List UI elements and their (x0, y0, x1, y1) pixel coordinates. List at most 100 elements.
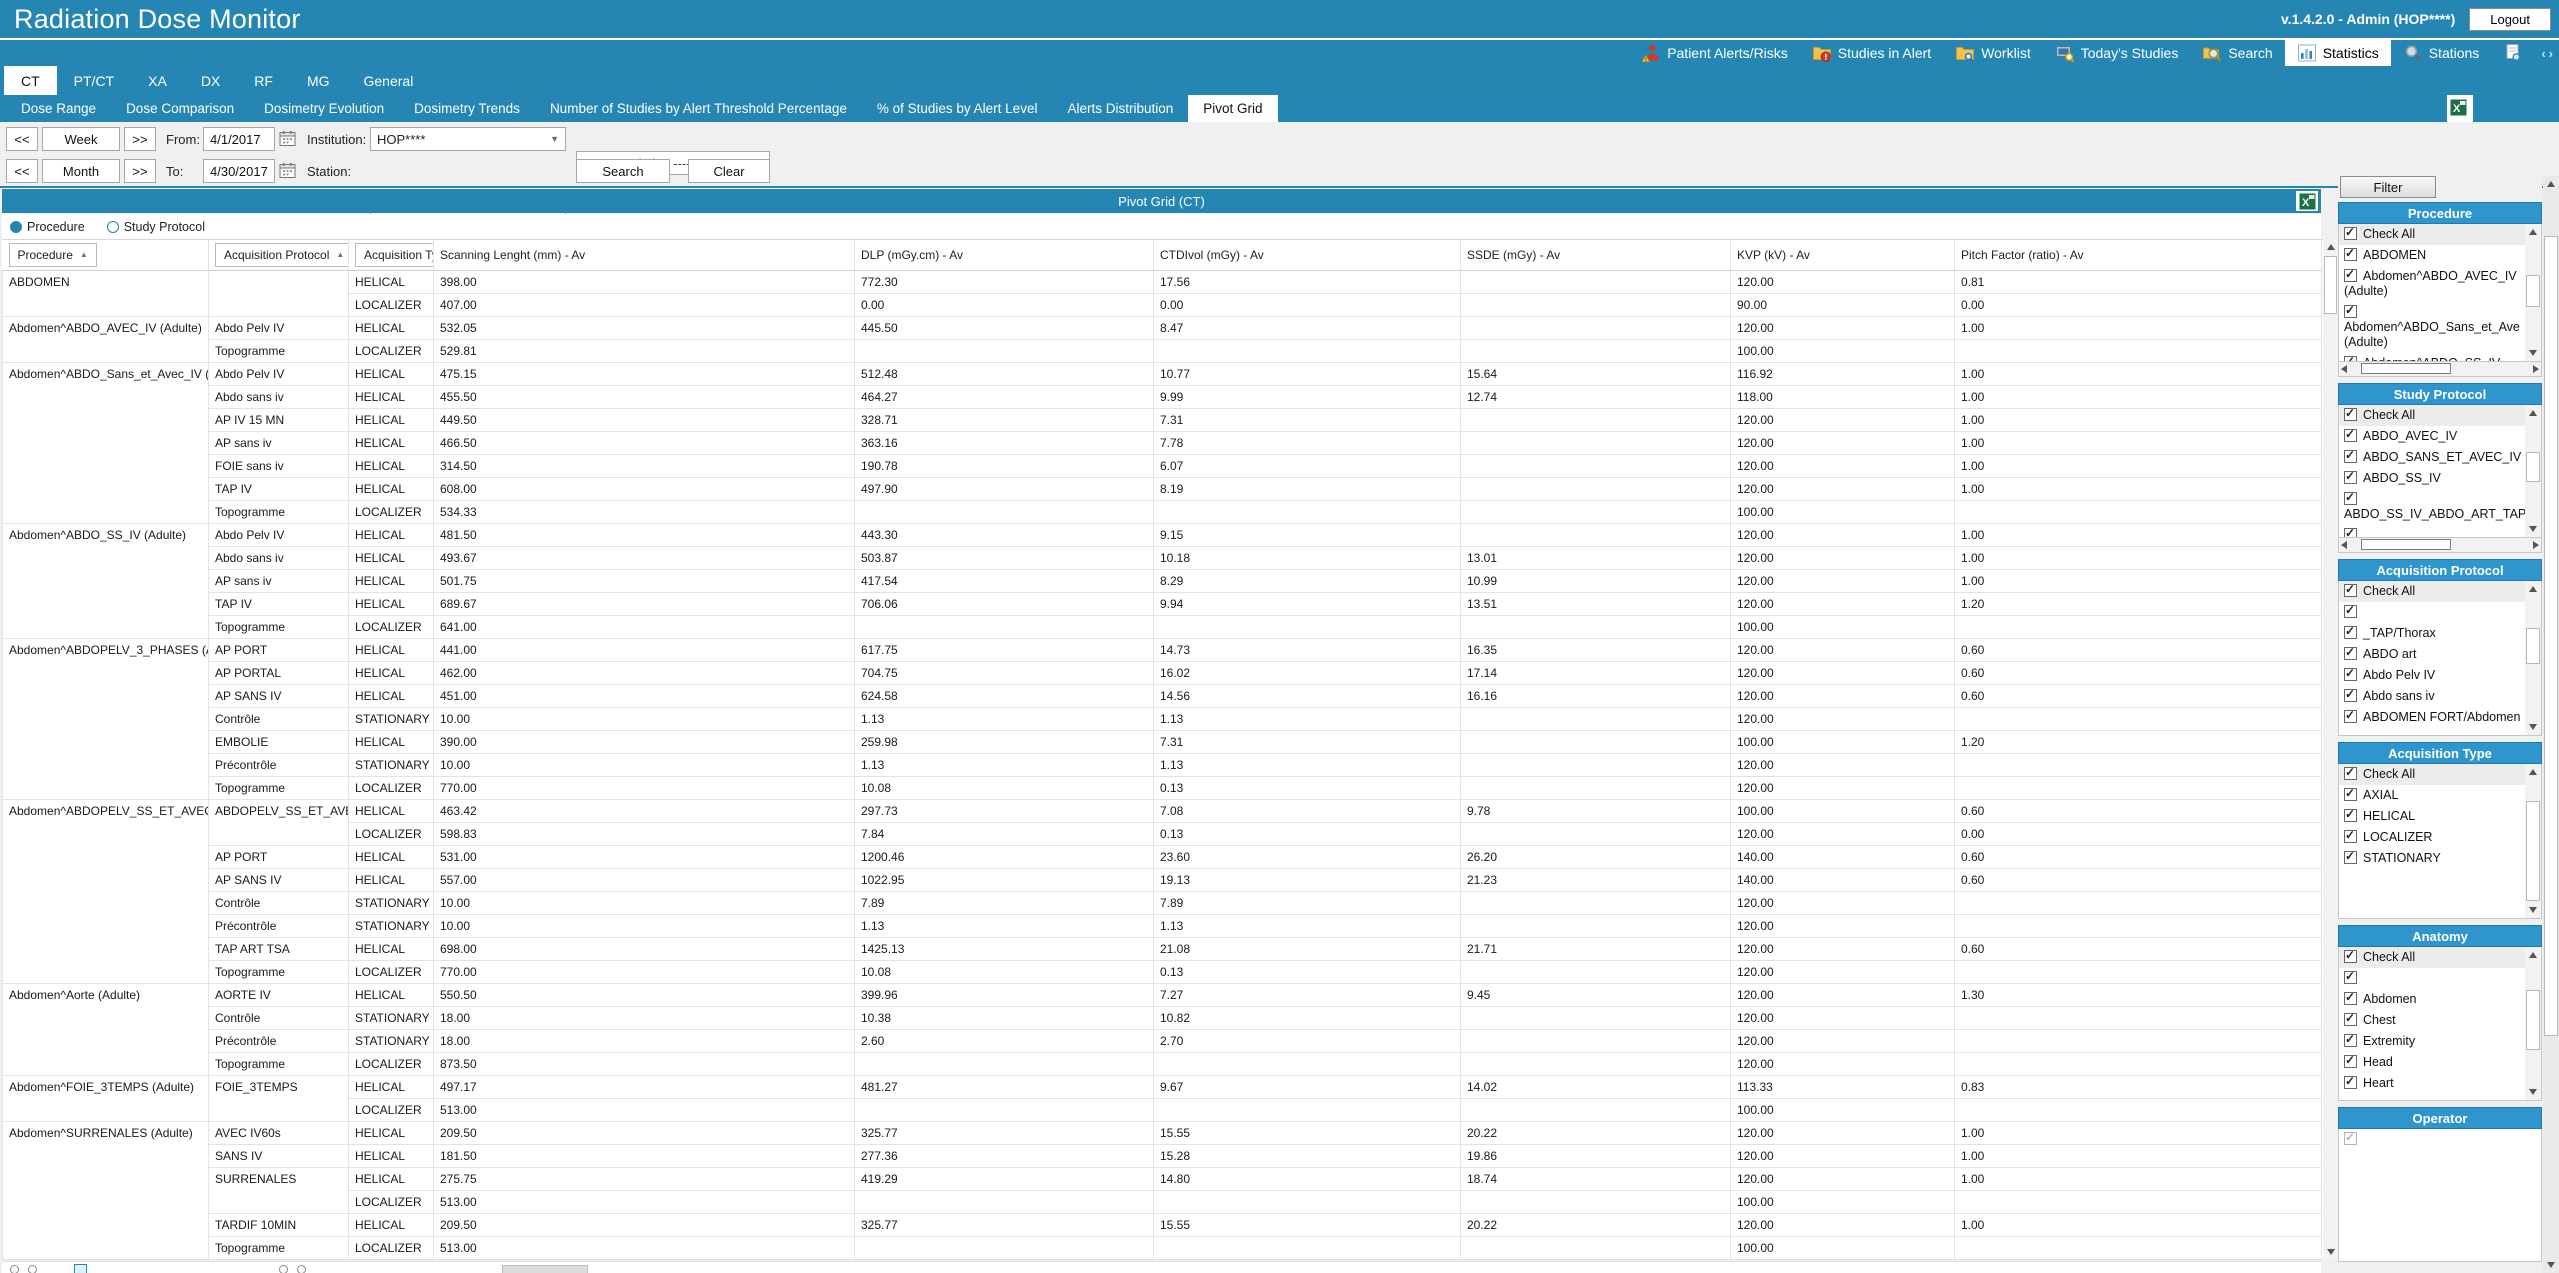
prev-week-button[interactable]: << (6, 127, 38, 151)
checkbox-checked-icon[interactable]: ✓ (2344, 528, 2357, 537)
scroll-down-icon[interactable] (2525, 719, 2541, 735)
subtab-dosimetry-trends[interactable]: Dosimetry Trends (399, 95, 535, 122)
scroll-down-icon[interactable] (2525, 345, 2541, 361)
tab-rf[interactable]: RF (237, 66, 290, 95)
radio-unselected-icon[interactable] (28, 1265, 37, 1273)
checkbox-checked-icon[interactable]: ✓ (2344, 584, 2357, 597)
checkbox-checked-icon[interactable]: ✓ (2344, 767, 2357, 780)
checkbox-checked-icon[interactable]: ✓ (2344, 689, 2357, 702)
to-calendar-icon[interactable] (279, 162, 299, 186)
filter-item-check-all[interactable]: ✓Check All (2339, 224, 2525, 245)
table-row[interactable]: Abdomen^ABDO_SS_IV (Adulte)Abdo Pelv IVH… (3, 523, 2322, 546)
checkbox-checked-icon[interactable]: ✓ (2344, 851, 2357, 864)
filter-item-blank[interactable]: ✓ (2339, 1129, 2541, 1150)
subtab-dose-range[interactable]: Dose Range (6, 95, 111, 122)
checkbox-checked-icon[interactable]: ✓ (2344, 809, 2357, 822)
radio-unselected-icon[interactable] (297, 1265, 306, 1273)
radio-unselected-icon[interactable] (279, 1265, 288, 1273)
checkbox-checked-icon[interactable]: ✓ (2344, 1132, 2357, 1145)
scroll-up-icon[interactable] (2525, 405, 2541, 421)
month-button[interactable]: Month (42, 159, 120, 183)
scroll-left-icon[interactable] (2341, 365, 2347, 373)
radio-study-protocol[interactable]: Study Protocol (107, 220, 205, 234)
table-row[interactable]: TAP IVHELICAL608.00497.908.19120.001.00 (3, 477, 2322, 500)
table-row[interactable]: Abdomen^FOIE_3TEMPS (Adulte)FOIE_3TEMPSH… (3, 1075, 2322, 1098)
filter-item-check-all[interactable]: ✓Check All (2339, 405, 2525, 426)
table-vertical-scrollbar[interactable] (2323, 239, 2338, 1260)
section-vertical-scrollbar[interactable] (2525, 764, 2541, 918)
tab-xa[interactable]: XA (131, 66, 184, 95)
scroll-down-icon[interactable] (2525, 902, 2541, 918)
table-row[interactable]: PrécontrôleSTATIONARY10.001.131.13120.00 (3, 914, 2322, 937)
filter-item-blank[interactable]: ✓ (2339, 968, 2525, 989)
scrollbar-thumb[interactable] (2526, 452, 2540, 482)
scroll-up-icon[interactable] (2525, 581, 2541, 597)
table-row[interactable]: TopogrammeLOCALIZER513.00100.00 (3, 1236, 2322, 1259)
checkbox-checked-icon[interactable]: ✓ (2344, 492, 2357, 505)
table-row[interactable]: TAP ART TSAHELICAL698.001425.1321.0821.7… (3, 937, 2322, 960)
column-header-procedure[interactable]: Procedure▲ (3, 240, 209, 270)
filter-item-abdo-avec-iv[interactable]: ✓ABDO_AVEC_IV (2339, 426, 2525, 447)
scroll-up-icon[interactable] (2525, 224, 2541, 240)
table-row[interactable]: Abdo sans ivHELICAL455.50464.279.9912.74… (3, 385, 2322, 408)
checkbox-checked-icon[interactable]: ✓ (2344, 471, 2357, 484)
scrollbar-thumb[interactable] (2526, 275, 2540, 307)
section-vertical-scrollbar[interactable] (2525, 405, 2541, 537)
checkbox-checked-icon[interactable]: ✓ (2344, 269, 2357, 282)
checkbox-checked-icon[interactable]: ✓ (2344, 992, 2357, 1005)
table-row[interactable]: EMBOLIEHELICAL390.00259.987.31100.001.20 (3, 730, 2322, 753)
checkbox-checked-icon[interactable]: ✓ (2344, 971, 2357, 984)
checkbox-checked-icon[interactable]: ✓ (2344, 429, 2357, 442)
table-row[interactable]: Abdo sans ivHELICAL493.67503.8710.1813.0… (3, 546, 2322, 569)
table-row[interactable]: AP sans ivHELICAL501.75417.548.2910.9912… (3, 569, 2322, 592)
scrollbar-thumb[interactable] (2544, 236, 2558, 1036)
checkbox-checked-icon[interactable]: ✓ (2344, 1076, 2357, 1089)
tab-general[interactable]: General (347, 66, 431, 95)
filter-item-localizer[interactable]: ✓LOCALIZER (2339, 827, 2525, 848)
grid-icon[interactable] (74, 1264, 87, 1273)
checkbox-checked-icon[interactable]: ✓ (2344, 1055, 2357, 1068)
filter-item-blank[interactable]: ✓ (2339, 602, 2525, 623)
filter-item-abdo-sans-et-avec-iv[interactable]: ✓ABDO_SANS_ET_AVEC_IV (2339, 447, 2525, 468)
table-row[interactable]: Abdomen^ABDOPELV_3_PHASES (Adulte)AP POR… (3, 638, 2322, 661)
scrollbar-thumb[interactable] (2526, 990, 2540, 1050)
table-row[interactable]: AP sans ivHELICAL466.50363.167.78120.001… (3, 431, 2322, 454)
prev-month-button[interactable]: << (6, 159, 38, 183)
tab-mg[interactable]: MG (290, 66, 347, 95)
checkbox-checked-icon[interactable]: ✓ (2344, 227, 2357, 240)
table-row[interactable]: TAP IVHELICAL689.67706.069.9413.51120.00… (3, 592, 2322, 615)
table-row[interactable]: ContrôleSTATIONARY10.001.131.13120.00 (3, 707, 2322, 730)
table-row[interactable]: TopogrammeLOCALIZER529.81100.00 (3, 339, 2322, 362)
filter-item-axial[interactable]: ✓AXIAL (2339, 785, 2525, 806)
scroll-down-icon[interactable] (2525, 521, 2541, 537)
checkbox-checked-icon[interactable]: ✓ (2344, 626, 2357, 639)
subtab-dose-comparison[interactable]: Dose Comparison (111, 95, 249, 122)
scroll-right-icon[interactable] (2533, 541, 2539, 549)
scrollbar-thumb[interactable] (2526, 801, 2540, 901)
column-header-acquisition-type[interactable]: Acquisition Type▲ (349, 240, 434, 270)
table-row[interactable]: TopogrammeLOCALIZER641.00100.00 (3, 615, 2322, 638)
scroll-right-icon[interactable] (2533, 365, 2539, 373)
tab-dx[interactable]: DX (184, 66, 237, 95)
subtab-pivot-grid[interactable]: Pivot Grid (1188, 95, 1277, 122)
scrollbar-thumb[interactable] (2324, 256, 2337, 314)
table-row[interactable]: AP IV 15 MNHELICAL449.50328.717.31120.00… (3, 408, 2322, 431)
scroll-up-icon[interactable] (2323, 239, 2338, 255)
toolbar-scroll-left-icon[interactable]: ‹ (2541, 46, 2545, 61)
radio-procedure[interactable]: Procedure (10, 220, 85, 234)
table-row[interactable]: SURRENALESHELICAL275.75419.2914.8018.741… (3, 1167, 2322, 1190)
filter-item-helical[interactable]: ✓HELICAL (2339, 806, 2525, 827)
table-row[interactable]: TopogrammeLOCALIZER873.50120.00 (3, 1052, 2322, 1075)
scroll-down-icon[interactable] (2543, 1257, 2559, 1273)
from-date-input[interactable]: 4/1/2017 (203, 127, 275, 151)
toolbar-scroll-right-icon[interactable]: › (2549, 46, 2553, 61)
checkbox-checked-icon[interactable]: ✓ (2344, 710, 2357, 723)
table-row[interactable]: TopogrammeLOCALIZER534.33100.00 (3, 500, 2322, 523)
search-button[interactable]: Search (576, 159, 670, 183)
section-vertical-scrollbar[interactable] (2525, 224, 2541, 361)
filter-item-abdomen-abdo-ss-iv-adulte[interactable]: ✓Abdomen^ABDO_SS_IV (Adulte) (2339, 353, 2525, 361)
institution-select[interactable]: HOP****▼ (370, 127, 566, 151)
checkbox-checked-icon[interactable]: ✓ (2344, 788, 2357, 801)
table-row[interactable]: PrécontrôleSTATIONARY10.001.131.13120.00 (3, 753, 2322, 776)
scroll-down-icon[interactable] (2525, 1084, 2541, 1100)
